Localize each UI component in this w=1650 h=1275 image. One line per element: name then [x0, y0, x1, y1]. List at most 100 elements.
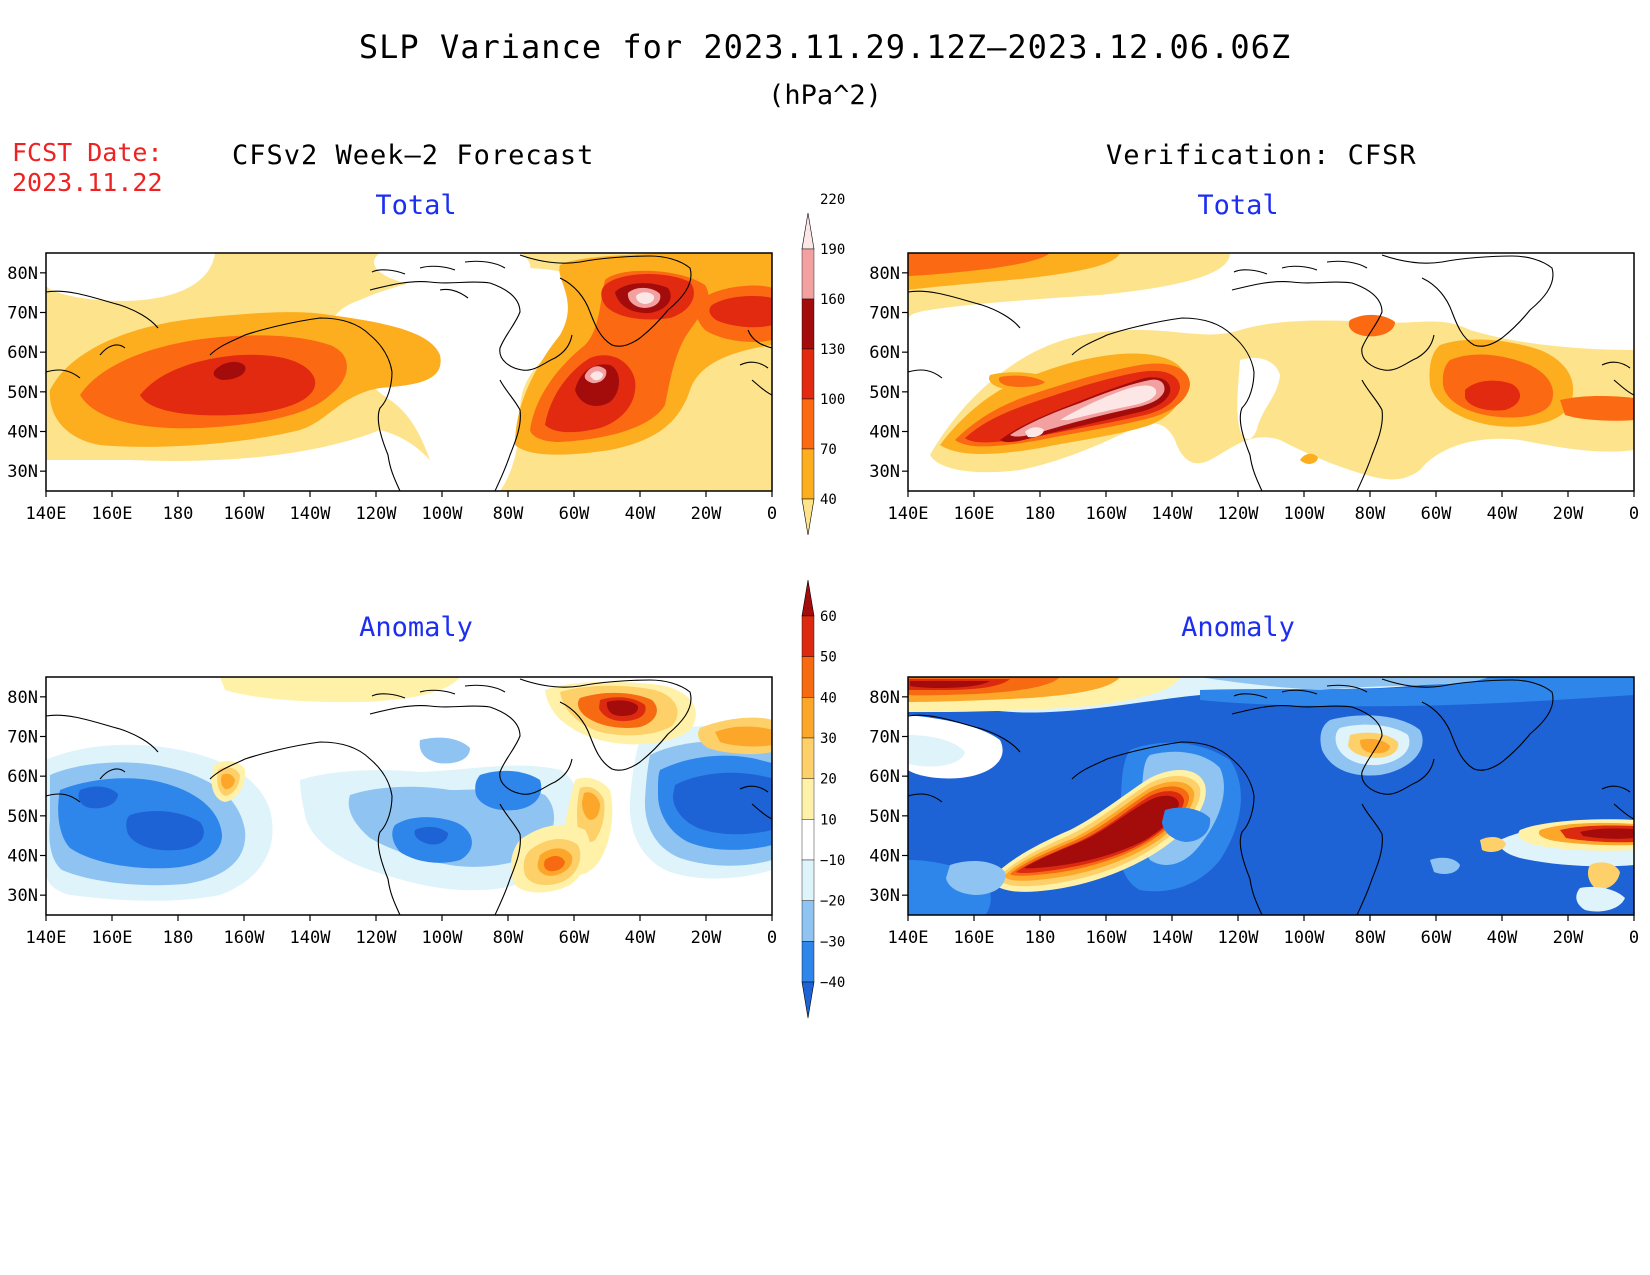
verification-anomaly-lon-label: 140W: [1152, 928, 1194, 948]
total-colorbar-segment: [801, 398, 815, 450]
forecast-anomaly-lon-label: 20W: [691, 928, 722, 948]
verification-anomaly-lat-label: 80N: [869, 688, 900, 708]
forecast-anomaly-shading: [46, 677, 772, 915]
forecast-total-lat-label: 30N: [7, 462, 38, 482]
forecast-anomaly-map: [45, 676, 773, 916]
anomaly-colorbar-label: −30: [820, 934, 845, 950]
forecast-anomaly-lat-label: 30N: [7, 886, 38, 906]
verification-total-lon-label: 160E: [954, 504, 995, 524]
verification-total-lon-label: 40W: [1487, 504, 1518, 524]
verification-total-lat-label: 30N: [869, 462, 900, 482]
forecast-total-lon-label: 60W: [559, 504, 590, 524]
verification-anomaly-lat-label: 50N: [869, 807, 900, 827]
verification-anomaly-lat-label: 70N: [869, 728, 900, 748]
verification-total-coastlines: [908, 254, 1634, 491]
anomaly-colorbar-label: −20: [820, 894, 845, 910]
anomaly-colorbar-top-tip: [801, 579, 815, 617]
anomaly-colorbar-label: 40: [820, 690, 837, 706]
verification-total-lon-label: 140E: [888, 504, 929, 524]
verification-total-lon-label: 160W: [1086, 504, 1128, 524]
verification-total-lat-label: 50N: [869, 383, 900, 403]
verification-anomaly-lon-label: 80W: [1355, 928, 1386, 948]
forecast-total-lon-label: 180: [163, 504, 194, 524]
forecast-anomaly-lat-label: 40N: [7, 847, 38, 867]
verification-column-heading: Verification: CFSR: [1106, 140, 1417, 171]
units-label: (hPa^2): [768, 80, 882, 111]
forecast-total-lon-label: 160W: [224, 504, 266, 524]
forecast-anomaly-title: Anomaly: [359, 612, 473, 643]
anomaly-colorbar-segment: [801, 697, 815, 739]
anomaly-colorbar-segment: [801, 900, 815, 942]
anomaly-colorbar-label: 10: [820, 812, 837, 828]
forecast-anomaly-lat-label: 60N: [7, 767, 38, 787]
forecast-anomaly-lat-label: 50N: [7, 807, 38, 827]
anomaly-colorbar-label: 50: [820, 650, 837, 666]
forecast-anomaly-lon-label: 140W: [290, 928, 332, 948]
forecast-anomaly-lon-label: 60W: [559, 928, 590, 948]
verification-anomaly-lat-label: 60N: [869, 767, 900, 787]
forecast-total-title: Total: [375, 190, 457, 221]
total-colorbar-label: 100: [820, 392, 845, 408]
verification-anomaly-lon-label: 180: [1025, 928, 1056, 948]
verification-anomaly-lon-label: 160E: [954, 928, 995, 948]
total-colorbar-segment: [801, 298, 815, 350]
verification-total-lon-label: 80W: [1355, 504, 1386, 524]
anomaly-colorbar-label: 60: [820, 609, 837, 625]
forecast-total-lon-label: 20W: [691, 504, 722, 524]
forecast-total-lon-label: 120W: [356, 504, 398, 524]
forecast-anomaly-lat-label: 80N: [7, 688, 38, 708]
total-colorbar-label: 40: [820, 492, 837, 508]
verification-anomaly-lon-label: 120W: [1218, 928, 1260, 948]
forecast-total-lat-label: 40N: [7, 423, 38, 443]
verification-total-lon-label: 140W: [1152, 504, 1194, 524]
total-colorbar: 40 70 100 130 160 190 220: [801, 192, 845, 536]
forecast-anomaly-lon-label: 40W: [625, 928, 656, 948]
anomaly-colorbar-label: 20: [820, 772, 837, 788]
anomaly-colorbar-segment: [801, 819, 815, 861]
verification-anomaly-lon-label: 160W: [1086, 928, 1128, 948]
anomaly-colorbar-segment: [801, 656, 815, 698]
total-colorbar-label: 190: [820, 242, 845, 258]
forecast-total-lon-label: 140W: [290, 504, 332, 524]
anomaly-colorbar-label: 30: [820, 731, 837, 747]
anomaly-colorbar-bottom-tip: [801, 981, 815, 1019]
axis-ticks: 140E 160E 180 160W 140W 120W 100W 80W 60W 40W 20W 0…: [7, 264, 1639, 948]
verification-total-title: Total: [1197, 190, 1279, 221]
total-colorbar-bottom-tip: [801, 498, 815, 536]
verification-anomaly-lat-label: 40N: [869, 847, 900, 867]
verification-anomaly-lon-label: 140E: [888, 928, 929, 948]
total-colorbar-label: 160: [820, 292, 845, 308]
forecast-total-lon-label: 100W: [422, 504, 464, 524]
anomaly-colorbar-label: −10: [820, 853, 845, 869]
forecast-anomaly-frame: [45, 676, 773, 916]
total-colorbar-segment: [801, 448, 815, 500]
forecast-total-lon-label: 160E: [92, 504, 133, 524]
verification-anomaly-shading: [908, 677, 1634, 915]
forecast-total-lat-label: 60N: [7, 343, 38, 363]
anomaly-colorbar-segment: [801, 859, 815, 901]
verification-total-frame: [907, 252, 1635, 492]
anomaly-colorbar-segment: [801, 778, 815, 820]
verification-anomaly-lon-label: 40W: [1487, 928, 1518, 948]
forecast-total-coastlines: [46, 254, 772, 491]
verification-anomaly-map: [907, 676, 1635, 916]
verification-total-lon-label: 20W: [1553, 504, 1584, 524]
verification-anomaly-lon-label: 20W: [1553, 928, 1584, 948]
forecast-anomaly-lon-label: 160W: [224, 928, 266, 948]
verification-total-shading: [908, 253, 1634, 491]
total-colorbar-label: 220: [820, 192, 845, 208]
forecast-column-heading: CFSv2 Week–2 Forecast: [232, 140, 595, 171]
verification-anomaly-lat-label: 30N: [869, 886, 900, 906]
verification-total-lat-label: 70N: [869, 304, 900, 324]
anomaly-colorbar: −40 −30 −20 −10 10 20 30 40 50 60: [801, 579, 845, 1019]
forecast-total-lon-label: 40W: [625, 504, 656, 524]
forecast-total-frame: [45, 252, 773, 492]
anomaly-colorbar-segment: [801, 737, 815, 779]
verification-total-lat-label: 80N: [869, 264, 900, 284]
forecast-anomaly-lon-label: 100W: [422, 928, 464, 948]
forecast-date-value: 2023.11.22: [12, 168, 163, 197]
forecast-anomaly-lon-label: 140E: [26, 928, 67, 948]
verification-total-lon-label: 100W: [1284, 504, 1326, 524]
verification-anomaly-lon-label: 60W: [1421, 928, 1452, 948]
